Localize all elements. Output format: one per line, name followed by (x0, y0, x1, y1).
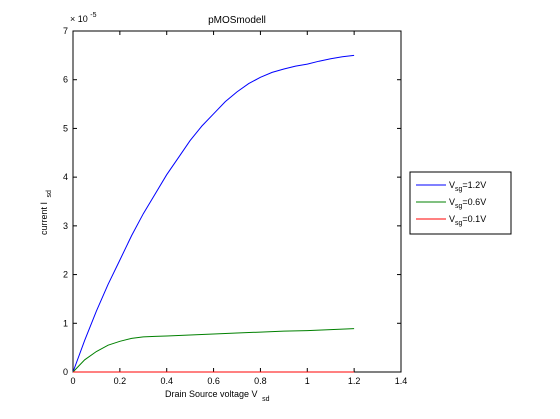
y-exponent: -5 (90, 12, 96, 19)
x-axis-label-sub: sd (262, 396, 270, 403)
x-tick-label: 1 (305, 376, 310, 386)
legend-label-rest: =0.6V (462, 197, 486, 207)
y-tick-label: 6 (63, 75, 68, 85)
legend-label-main: V (449, 180, 455, 190)
y-axis-ticks: 0 1 2 3 4 5 6 7 (63, 26, 401, 377)
legend-label-0: Vsg=1.2V (449, 180, 486, 193)
y-axis-label: current I sd (39, 190, 53, 235)
legend-label-main: V (449, 197, 455, 207)
x-tick-label: 1.2 (348, 376, 361, 386)
y-tick-label: 2 (63, 270, 68, 280)
series-line-1 (72, 328, 355, 373)
series-layer (72, 54, 355, 373)
y-tick-label: 3 (63, 221, 68, 231)
x-tick-label: 1.4 (395, 376, 408, 386)
legend-label-rest: =1.2V (462, 180, 486, 190)
plot-area (72, 30, 402, 373)
y-exponent-label: × 10 -5 (70, 12, 97, 24)
legend-label-main: V (449, 214, 455, 224)
x-tick-label: 0.4 (160, 376, 173, 386)
x-tick-label: 0.2 (114, 376, 127, 386)
x-tick-label: 0.8 (254, 376, 267, 386)
legend-label-rest: =0.1V (462, 214, 486, 224)
x-axis-ticks: 0 0.2 0.4 0.6 0.8 1 1.2 1.4 (70, 31, 407, 386)
chart-title: pMOSmodell (208, 15, 266, 26)
legend-label-2: Vsg=0.1V (449, 214, 486, 227)
x-axis-label-main: Drain Source voltage V (165, 389, 258, 399)
series-line-0 (72, 54, 355, 373)
y-multiplier-prefix: × 10 (70, 14, 88, 24)
x-axis-label: Drain Source voltage V sd (165, 389, 270, 403)
x-tick-label: 0 (70, 376, 75, 386)
y-axis-label-main: current I (39, 202, 49, 235)
y-tick-label: 4 (63, 172, 68, 182)
legend-label-1: Vsg=0.6V (449, 197, 486, 210)
y-tick-label: 0 (63, 367, 68, 377)
legend-label-sub: sg (455, 203, 463, 210)
y-axis-label-sub: sd (46, 190, 53, 198)
y-tick-label: 5 (63, 123, 68, 133)
legend-label-sub: sg (455, 220, 463, 227)
y-tick-label: 1 (63, 318, 68, 328)
y-tick-label: 7 (63, 26, 68, 36)
legend-label-sub: sg (455, 186, 463, 193)
x-tick-label: 0.6 (207, 376, 220, 386)
legend-box (409, 171, 512, 235)
